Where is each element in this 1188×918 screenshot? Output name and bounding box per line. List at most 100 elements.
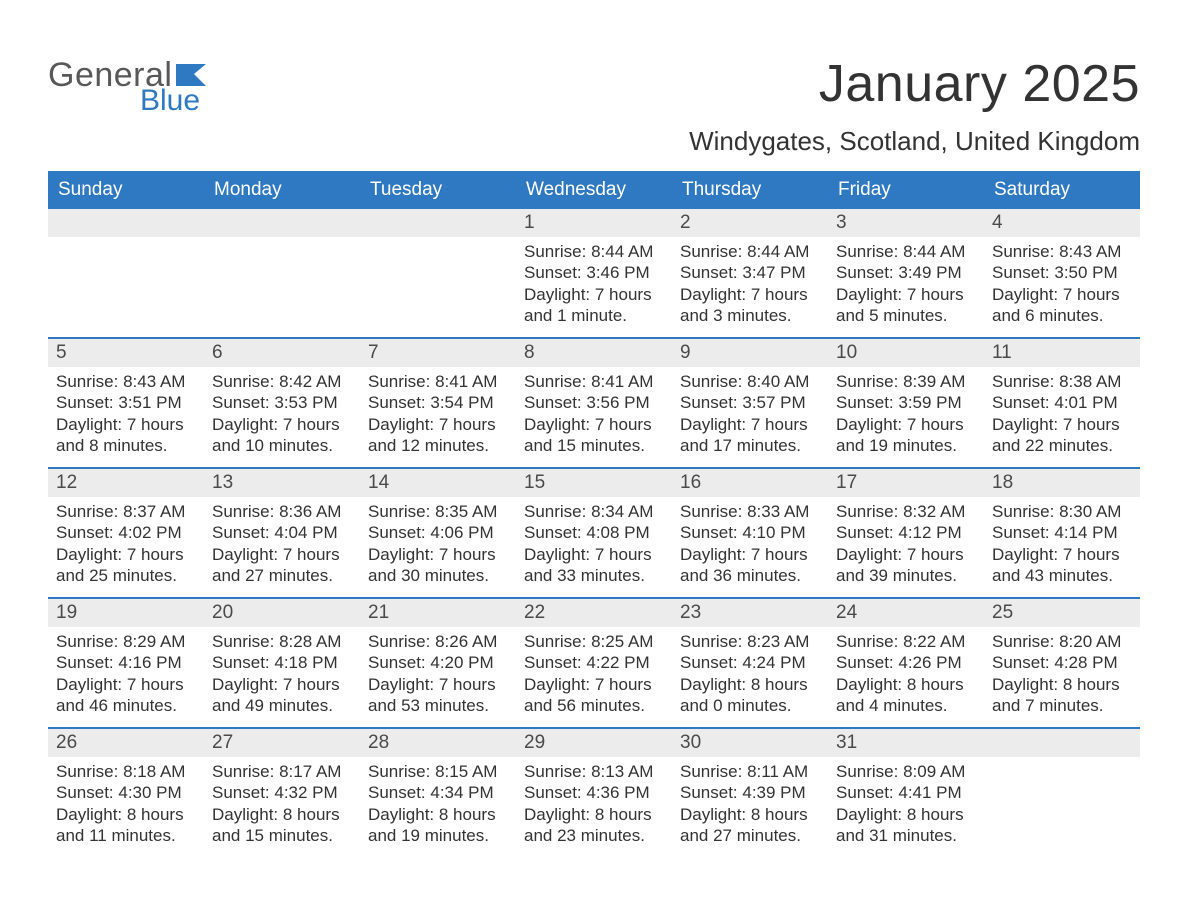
day-number: 28 (360, 727, 516, 757)
calendar-day-cell: 23Sunrise: 8:23 AMSunset: 4:24 PMDayligh… (672, 597, 828, 727)
day-number: 20 (204, 597, 360, 627)
day-details: Sunrise: 8:37 AMSunset: 4:02 PMDaylight:… (48, 497, 204, 594)
day-details: Sunrise: 8:18 AMSunset: 4:30 PMDaylight:… (48, 757, 204, 854)
day-details: Sunrise: 8:09 AMSunset: 4:41 PMDaylight:… (828, 757, 984, 854)
calendar-empty-cell (360, 207, 516, 337)
calendar-day-cell: 21 Sunrise: 8:26 AMSunset: 4:20 PMDayligh… (360, 597, 516, 727)
calendar-day-cell: 25Sunrise: 8:20 AMSunset: 4:28 PMDayligh… (984, 597, 1140, 727)
daylight-line: Daylight: 7 hours and 30 minutes. (368, 544, 508, 587)
day-number: 31 (828, 727, 984, 757)
sunrise-line: Sunrise: 8:36 AM (212, 501, 352, 522)
sunset-line: Sunset: 3:51 PM (56, 392, 196, 413)
sunset-line: Sunset: 4:01 PM (992, 392, 1132, 413)
calendar-page: General Blue January 2025 Windygates, Sc… (0, 0, 1188, 897)
month-year-title: January 2025 (689, 54, 1140, 114)
sunrise-line: Sunrise: 8:32 AM (836, 501, 976, 522)
day-number: 19 (48, 597, 204, 627)
sunrise-line: Sunrise: 8:33 AM (680, 501, 820, 522)
calendar-day-cell: 24Sunrise: 8:22 AMSunset: 4:26 PMDayligh… (828, 597, 984, 727)
daylight-line: Daylight: 8 hours and 27 minutes. (680, 804, 820, 847)
sunrise-line: Sunrise: 8:18 AM (56, 761, 196, 782)
calendar-body: 1Sunrise: 8:44 AMSunset: 3:46 PMDaylight… (48, 207, 1140, 857)
sunset-line: Sunset: 3:49 PM (836, 262, 976, 283)
sunset-line: Sunset: 3:50 PM (992, 262, 1132, 283)
sunrise-line: Sunrise: 8:41 AM (368, 371, 508, 392)
daylight-line: Daylight: 7 hours and 6 minutes. (992, 284, 1132, 327)
daylight-line: Daylight: 7 hours and 33 minutes. (524, 544, 664, 587)
daylight-line: Daylight: 7 hours and 53 minutes. (368, 674, 508, 717)
daylight-line: Daylight: 7 hours and 10 minutes. (212, 414, 352, 457)
daylight-line: Daylight: 7 hours and 1 minute. (524, 284, 664, 327)
sunrise-line: Sunrise: 8:44 AM (524, 241, 664, 262)
calendar-day-cell: 14Sunrise: 8:35 AMSunset: 4:06 PMDayligh… (360, 467, 516, 597)
sunrise-line: Sunrise: 8:13 AM (524, 761, 664, 782)
daylight-line: Daylight: 7 hours and 39 minutes. (836, 544, 976, 587)
sunset-line: Sunset: 4:34 PM (368, 782, 508, 803)
calendar-day-cell: 3Sunrise: 8:44 AMSunset: 3:49 PMDaylight… (828, 207, 984, 337)
day-number: 15 (516, 467, 672, 497)
sunset-line: Sunset: 4:14 PM (992, 522, 1132, 543)
day-details: Sunrise: 8:28 AMSunset: 4:18 PMDaylight:… (204, 627, 360, 724)
sunrise-line: Sunrise: 8:38 AM (992, 371, 1132, 392)
day-number-bar (204, 207, 360, 237)
sunrise-line: Sunrise: 8:35 AM (368, 501, 508, 522)
sunrise-line: Sunrise: 8:15 AM (368, 761, 508, 782)
calendar-day-cell: 26Sunrise: 8:18 AMSunset: 4:30 PMDayligh… (48, 727, 204, 857)
day-details: Sunrise: 8:36 AMSunset: 4:04 PMDaylight:… (204, 497, 360, 594)
calendar-day-cell: 18Sunrise: 8:30 AMSunset: 4:14 PMDayligh… (984, 467, 1140, 597)
calendar-day-cell: 17Sunrise: 8:32 AMSunset: 4:12 PMDayligh… (828, 467, 984, 597)
day-details: Sunrise: 8:43 AMSunset: 3:50 PMDaylight:… (984, 237, 1140, 334)
sunset-line: Sunset: 4:20 PM (368, 652, 508, 673)
page-header: General Blue January 2025 Windygates, Sc… (48, 18, 1140, 171)
day-number: 23 (672, 597, 828, 627)
day-number: 11 (984, 337, 1140, 367)
calendar-empty-cell (48, 207, 204, 337)
sunset-line: Sunset: 4:26 PM (836, 652, 976, 673)
day-number: 22 (516, 597, 672, 627)
day-details: Sunrise: 8:42 AMSunset: 3:53 PMDaylight:… (204, 367, 360, 464)
calendar-empty-cell (204, 207, 360, 337)
sunset-line: Sunset: 4:39 PM (680, 782, 820, 803)
daylight-line: Daylight: 7 hours and 36 minutes. (680, 544, 820, 587)
day-number: 6 (204, 337, 360, 367)
calendar-weekday-header: SundayMondayTuesdayWednesdayThursdayFrid… (48, 172, 1140, 207)
day-details: Sunrise: 8:13 AMSunset: 4:36 PMDaylight:… (516, 757, 672, 854)
day-number: 21 (360, 597, 516, 627)
daylight-line: Daylight: 8 hours and 31 minutes. (836, 804, 976, 847)
brand-logo: General Blue (48, 58, 206, 116)
sunrise-line: Sunrise: 8:42 AM (212, 371, 352, 392)
sunset-line: Sunset: 3:54 PM (368, 392, 508, 413)
day-number-bar (360, 207, 516, 237)
sunrise-line: Sunrise: 8:44 AM (836, 241, 976, 262)
day-details: Sunrise: 8:39 AMSunset: 3:59 PMDaylight:… (828, 367, 984, 464)
daylight-line: Daylight: 7 hours and 17 minutes. (680, 414, 820, 457)
sunset-line: Sunset: 4:36 PM (524, 782, 664, 803)
calendar-day-cell: 27Sunrise: 8:17 AMSunset: 4:32 PMDayligh… (204, 727, 360, 857)
weekday-header-sunday: Sunday (48, 172, 204, 207)
day-details: Sunrise: 8:17 AMSunset: 4:32 PMDaylight:… (204, 757, 360, 854)
day-number-bar (48, 207, 204, 237)
calendar-week-row: 26Sunrise: 8:18 AMSunset: 4:30 PMDayligh… (48, 727, 1140, 857)
weekday-header-saturday: Saturday (984, 172, 1140, 207)
day-details: Sunrise: 8:44 AMSunset: 3:47 PMDaylight:… (672, 237, 828, 334)
calendar-day-cell: 22Sunrise: 8:25 AMSunset: 4:22 PMDayligh… (516, 597, 672, 727)
calendar-day-cell: 20Sunrise: 8:28 AMSunset: 4:18 PMDayligh… (204, 597, 360, 727)
weekday-header-tuesday: Tuesday (360, 172, 516, 207)
daylight-line: Daylight: 7 hours and 19 minutes. (836, 414, 976, 457)
day-number: 25 (984, 597, 1140, 627)
day-number: 1 (516, 207, 672, 237)
sunset-line: Sunset: 4:22 PM (524, 652, 664, 673)
calendar-day-cell: 10Sunrise: 8:39 AMSunset: 3:59 PMDayligh… (828, 337, 984, 467)
day-details: Sunrise: 8:30 AMSunset: 4:14 PMDaylight:… (984, 497, 1140, 594)
daylight-line: Daylight: 8 hours and 23 minutes. (524, 804, 664, 847)
calendar-day-cell: 1Sunrise: 8:44 AMSunset: 3:46 PMDaylight… (516, 207, 672, 337)
location-subtitle: Windygates, Scotland, United Kingdom (689, 126, 1140, 157)
daylight-line: Daylight: 7 hours and 43 minutes. (992, 544, 1132, 587)
sunset-line: Sunset: 4:02 PM (56, 522, 196, 543)
sunrise-line: Sunrise: 8:39 AM (836, 371, 976, 392)
sunset-line: Sunset: 3:59 PM (836, 392, 976, 413)
calendar-day-cell: 16Sunrise: 8:33 AMSunset: 4:10 PMDayligh… (672, 467, 828, 597)
calendar-week-row: 5Sunrise: 8:43 AMSunset: 3:51 PMDaylight… (48, 337, 1140, 467)
daylight-line: Daylight: 7 hours and 8 minutes. (56, 414, 196, 457)
sunrise-line: Sunrise: 8:26 AM (368, 631, 508, 652)
